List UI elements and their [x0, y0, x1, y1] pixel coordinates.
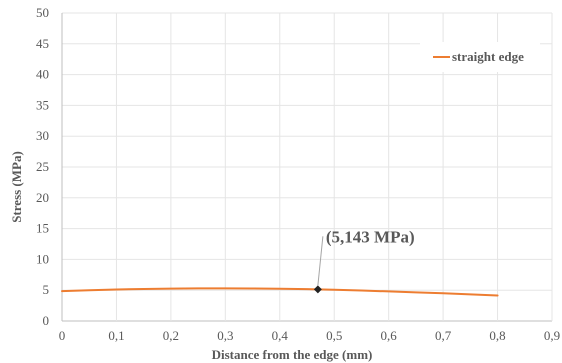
- x-tick-label: 0,6: [381, 328, 398, 343]
- x-tick-label: 0,2: [163, 328, 179, 343]
- y-axis-title: Stress (MPa): [9, 151, 24, 223]
- x-tick-label: 0,9: [544, 328, 560, 343]
- series-layer: [61, 287, 499, 297]
- y-tick-label: 50: [36, 5, 49, 20]
- annotation-layer: (5,143 MPa): [313, 227, 415, 294]
- y-tick-label: 45: [36, 36, 49, 51]
- y-tick-label: 25: [36, 159, 49, 174]
- y-tick-label: 0: [43, 313, 50, 328]
- legend: straight edge: [420, 42, 540, 72]
- axes: 0 5 10 15 20 25 30 35 40 45 50 0 0,1 0,2 0,3 0,4 0,5 0,6 0…: [36, 5, 560, 343]
- x-axis-title: Distance from the edge (mm): [212, 347, 373, 362]
- y-tick-label: 40: [36, 67, 49, 82]
- x-tick-label: 0: [59, 328, 66, 343]
- y-tick-label: 20: [36, 190, 49, 205]
- x-tick-label: 0,1: [108, 328, 124, 343]
- y-tick-label: 5: [43, 282, 50, 297]
- y-tick-label: 35: [36, 97, 49, 112]
- y-tick-label: 30: [36, 128, 49, 143]
- x-tick-label: 0,7: [435, 328, 452, 343]
- annotation-label: (5,143 MPa): [326, 227, 415, 246]
- x-tick-label: 0,4: [272, 328, 289, 343]
- x-tick-label: 0,8: [489, 328, 505, 343]
- x-tick-label: 0,5: [326, 328, 342, 343]
- y-tick-label: 15: [36, 221, 49, 236]
- axis-titles: Distance from the edge (mm) Stress (MPa): [9, 151, 372, 362]
- x-tick-label: 0,3: [217, 328, 233, 343]
- legend-label: straight edge: [452, 49, 524, 64]
- y-tick-label: 10: [36, 251, 49, 266]
- series-line-straight-edge: [61, 287, 499, 297]
- grid-lines: [61, 12, 553, 322]
- annotation-leader-line: [317, 236, 324, 286]
- annotation-marker: [313, 285, 322, 294]
